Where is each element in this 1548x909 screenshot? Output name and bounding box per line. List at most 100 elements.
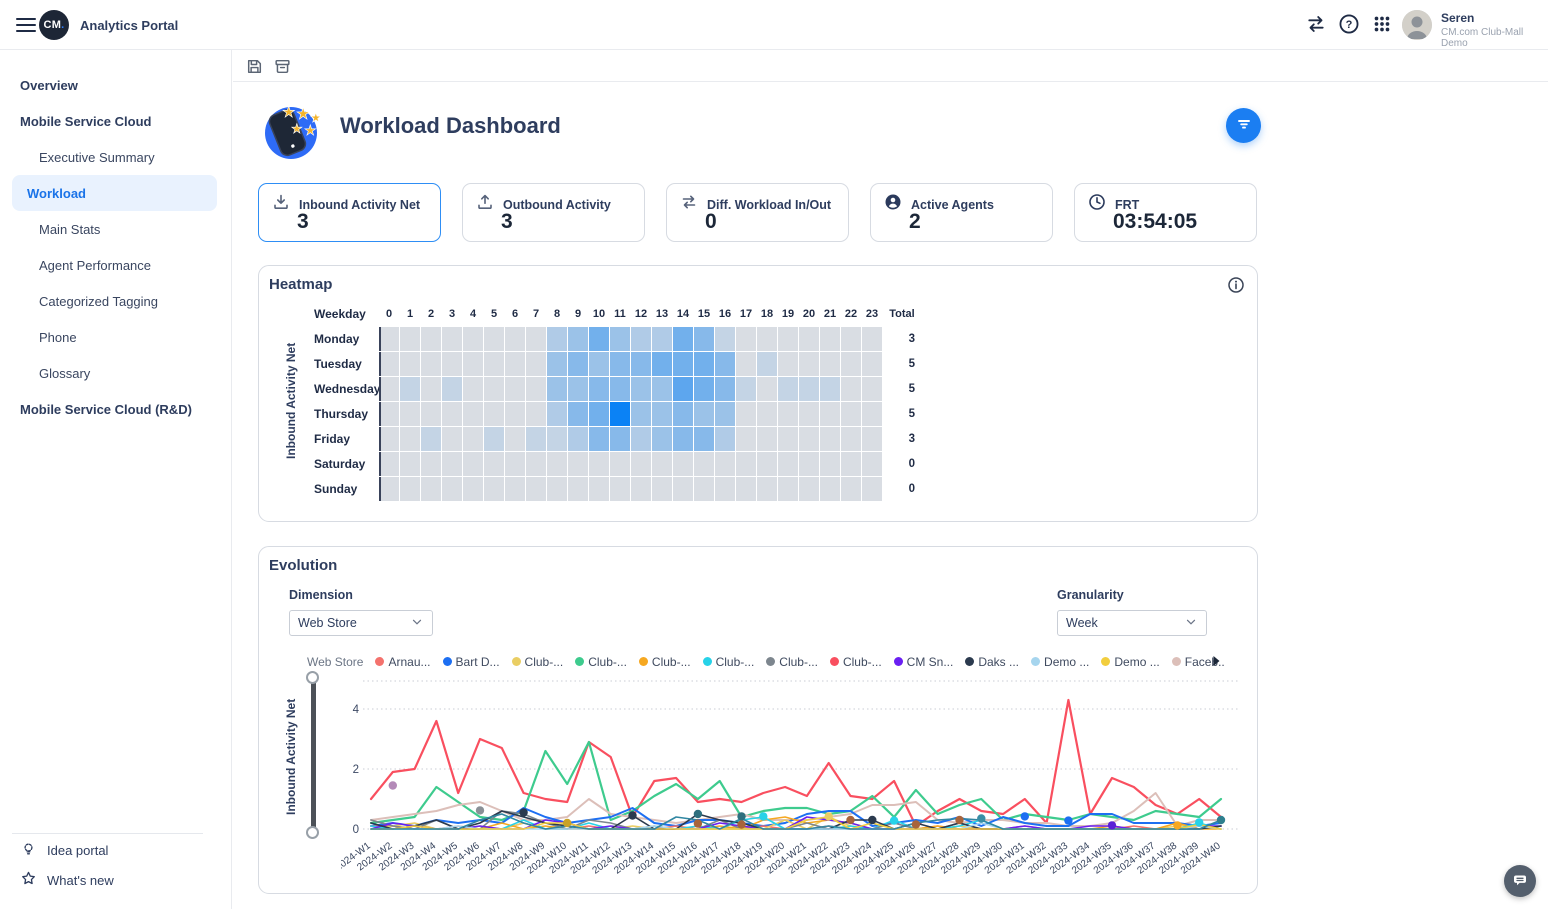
heatmap-cell[interactable] <box>484 377 504 401</box>
heatmap-cell[interactable] <box>862 402 882 426</box>
heatmap-cell[interactable] <box>547 477 567 501</box>
heatmap-cell[interactable] <box>820 452 840 476</box>
legend-item[interactable]: Demo ... <box>1031 655 1089 669</box>
heatmap-cell[interactable] <box>547 327 567 351</box>
heatmap-cell[interactable] <box>442 452 462 476</box>
data-point-marker[interactable] <box>846 815 855 825</box>
heatmap-cell[interactable] <box>421 452 441 476</box>
heatmap-cell[interactable] <box>589 352 609 376</box>
heatmap-cell[interactable] <box>526 327 546 351</box>
sidebar-item-workload[interactable]: Workload <box>12 175 217 211</box>
heatmap-cell[interactable] <box>610 377 630 401</box>
heatmap-cell[interactable] <box>820 352 840 376</box>
heatmap-cell[interactable] <box>694 327 714 351</box>
heatmap-cell[interactable] <box>820 477 840 501</box>
archive-icon[interactable] <box>272 57 292 77</box>
heatmap-cell[interactable] <box>736 452 756 476</box>
sidebar-item-mobile-service-cloud[interactable]: Mobile Service Cloud <box>20 113 152 129</box>
heatmap-cell[interactable] <box>862 327 882 351</box>
heatmap-cell[interactable] <box>568 452 588 476</box>
data-point-marker[interactable] <box>737 812 746 821</box>
heatmap-cell[interactable] <box>547 427 567 451</box>
heatmap-cell[interactable] <box>862 477 882 501</box>
heatmap-cell[interactable] <box>463 477 483 501</box>
kpi-card-frt[interactable]: FRT 03:54:05 <box>1074 183 1257 242</box>
heatmap-cell[interactable] <box>841 327 861 351</box>
heatmap-cell[interactable] <box>505 402 525 426</box>
help-icon[interactable]: ? <box>1337 13 1361 37</box>
heatmap-cell[interactable] <box>505 377 525 401</box>
heatmap-cell[interactable] <box>694 477 714 501</box>
menu-icon[interactable] <box>16 16 36 34</box>
heatmap-cell[interactable] <box>673 402 693 426</box>
kpi-card-active-agents[interactable]: Active Agents 2 <box>870 183 1053 242</box>
heatmap-cell[interactable] <box>568 352 588 376</box>
data-point-marker[interactable] <box>1216 815 1226 825</box>
heatmap-cell[interactable] <box>442 352 462 376</box>
heatmap-cell[interactable] <box>400 402 420 426</box>
heatmap-cell[interactable] <box>673 477 693 501</box>
filter-button[interactable] <box>1226 108 1261 143</box>
heatmap-cell[interactable] <box>505 452 525 476</box>
heatmap-cell[interactable] <box>421 352 441 376</box>
heatmap-cell[interactable] <box>379 402 399 426</box>
heatmap-cell[interactable] <box>610 477 630 501</box>
heatmap-cell[interactable] <box>757 327 777 351</box>
heatmap-cell[interactable] <box>526 427 546 451</box>
heatmap-cell[interactable] <box>778 427 798 451</box>
heatmap-cell[interactable] <box>400 427 420 451</box>
heatmap-cell[interactable] <box>736 402 756 426</box>
heatmap-cell[interactable] <box>778 402 798 426</box>
heatmap-cell[interactable] <box>715 327 735 351</box>
heatmap-cell[interactable] <box>526 377 546 401</box>
heatmap-cell[interactable] <box>757 427 777 451</box>
heatmap-cell[interactable] <box>715 477 735 501</box>
series-line[interactable] <box>370 807 1222 827</box>
heatmap-cell[interactable] <box>841 402 861 426</box>
heatmap-cell[interactable] <box>673 452 693 476</box>
heatmap-cell[interactable] <box>463 427 483 451</box>
sidebar-item-main-stats[interactable]: Main Stats <box>39 221 101 237</box>
heatmap-cell[interactable] <box>820 402 840 426</box>
legend-item[interactable]: Arnau... <box>375 655 431 669</box>
heatmap-cell[interactable] <box>421 477 441 501</box>
heatmap-cell[interactable] <box>526 477 546 501</box>
heatmap-cell[interactable] <box>484 477 504 501</box>
heatmap-cell[interactable] <box>715 402 735 426</box>
heatmap-cell[interactable] <box>799 427 819 451</box>
heatmap-cell[interactable] <box>715 427 735 451</box>
heatmap-cell[interactable] <box>757 452 777 476</box>
heatmap-cell[interactable] <box>652 327 672 351</box>
heatmap-cell[interactable] <box>631 477 651 501</box>
sidebar-item-phone[interactable]: Phone <box>39 329 77 345</box>
legend-item[interactable]: Club-... <box>829 655 882 669</box>
heatmap-cell[interactable] <box>673 377 693 401</box>
heatmap-cell[interactable] <box>820 327 840 351</box>
series-line[interactable] <box>369 698 1223 828</box>
heatmap-cell[interactable] <box>379 327 399 351</box>
heatmap-cell[interactable] <box>526 352 546 376</box>
heatmap-cell[interactable] <box>673 327 693 351</box>
sidebar-item-agent-performance[interactable]: Agent Performance <box>39 257 152 273</box>
apps-grid-icon[interactable] <box>1370 13 1394 37</box>
heatmap-cell[interactable] <box>526 402 546 426</box>
heatmap-cell[interactable] <box>589 477 609 501</box>
heatmap-cell[interactable] <box>673 427 693 451</box>
heatmap-cell[interactable] <box>568 402 588 426</box>
data-point-marker[interactable] <box>1195 818 1204 827</box>
heatmap-cell[interactable] <box>778 377 798 401</box>
legend-item[interactable]: Club-... <box>638 655 691 669</box>
heatmap-cell[interactable] <box>568 427 588 451</box>
data-point-marker[interactable] <box>1020 812 1029 821</box>
heatmap-cell[interactable] <box>589 402 609 426</box>
data-point-marker[interactable] <box>475 806 485 815</box>
heatmap-cell[interactable] <box>505 352 525 376</box>
heatmap-cell[interactable] <box>505 427 525 451</box>
heatmap-cell[interactable] <box>610 427 630 451</box>
heatmap-cell[interactable] <box>589 327 609 351</box>
heatmap-cell[interactable] <box>841 352 861 376</box>
heatmap-cell[interactable] <box>421 427 441 451</box>
heatmap-cell[interactable] <box>652 452 672 476</box>
heatmap-cell[interactable] <box>463 452 483 476</box>
heatmap-cell[interactable] <box>442 477 462 501</box>
